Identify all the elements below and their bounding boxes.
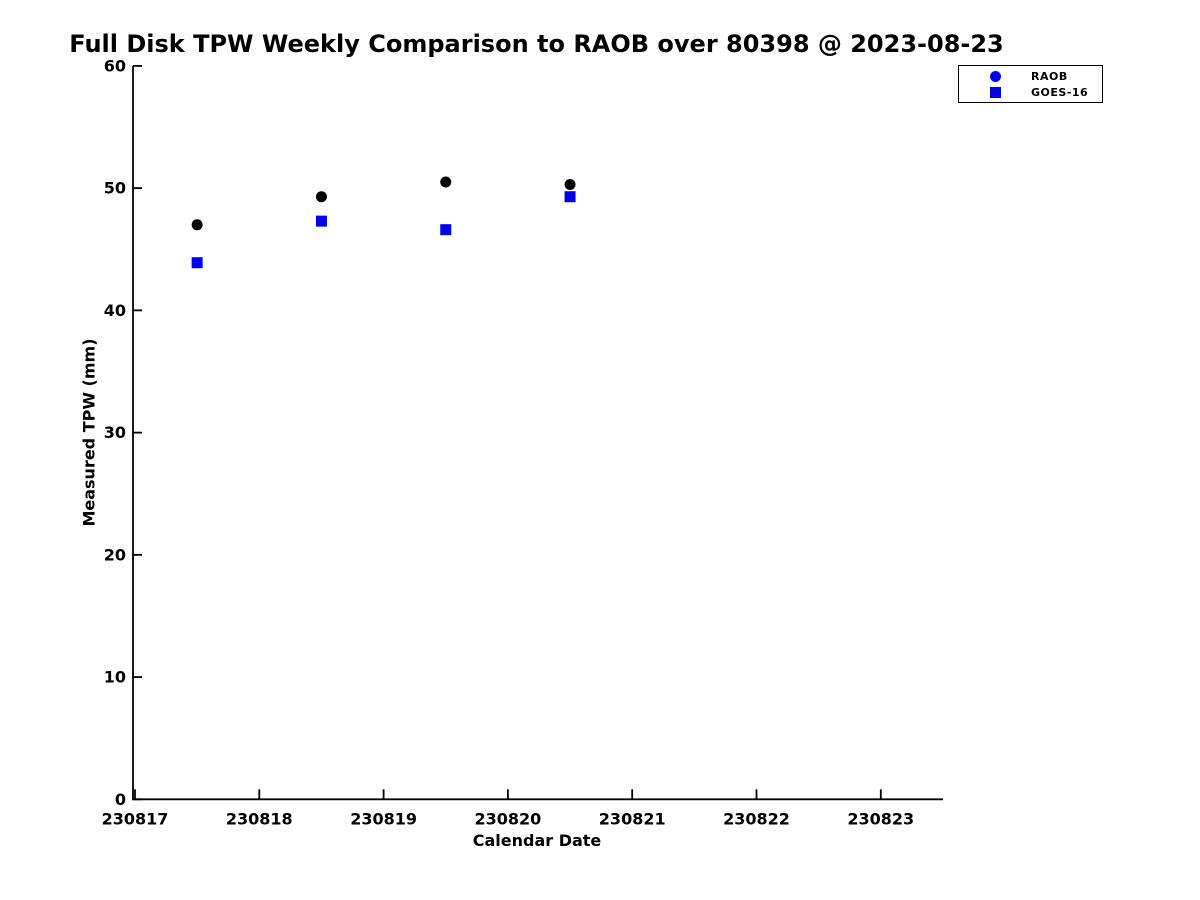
y-tick-label: 10 <box>104 668 126 687</box>
data-point-raob <box>440 176 452 188</box>
y-tick-label: 0 <box>115 790 126 809</box>
legend-label-goes-16: GOES-16 <box>1031 85 1089 99</box>
legend: RAOB GOES-16 <box>958 65 1103 103</box>
x-axis-label: Calendar Date <box>472 831 602 850</box>
x-tick-label: 230819 <box>350 810 417 829</box>
x-tick-label: 230818 <box>226 810 293 829</box>
y-tick-label: 40 <box>104 301 126 320</box>
axis-spines <box>132 65 943 801</box>
x-tick-label: 230822 <box>723 810 790 829</box>
y-tick-label: 50 <box>104 179 126 198</box>
data-point-raob <box>191 219 203 231</box>
y-tick-label: 30 <box>104 423 126 442</box>
data-point-goes-16 <box>315 215 327 227</box>
x-tick-label: 230821 <box>599 810 666 829</box>
x-tick-label: 230817 <box>102 810 169 829</box>
legend-item-raob: RAOB <box>959 70 1102 83</box>
legend-item-goes-16: GOES-16 <box>959 86 1102 99</box>
x-tick-label: 230820 <box>475 810 542 829</box>
data-point-raob <box>315 191 327 203</box>
x-tick-label: 230823 <box>847 810 914 829</box>
legend-label-raob: RAOB <box>1031 69 1068 83</box>
chart-title: Full Disk TPW Weekly Comparison to RAOB … <box>69 30 1004 58</box>
raob-circle-marker-icon <box>989 70 1001 82</box>
y-tick-label: 60 <box>104 56 126 75</box>
data-point-raob <box>564 178 576 190</box>
y-tick-label: 20 <box>104 545 126 564</box>
goes-16-square-marker-icon <box>989 86 1001 98</box>
data-point-goes-16 <box>440 224 452 236</box>
data-point-goes-16 <box>191 257 203 269</box>
data-point-goes-16 <box>564 191 576 203</box>
